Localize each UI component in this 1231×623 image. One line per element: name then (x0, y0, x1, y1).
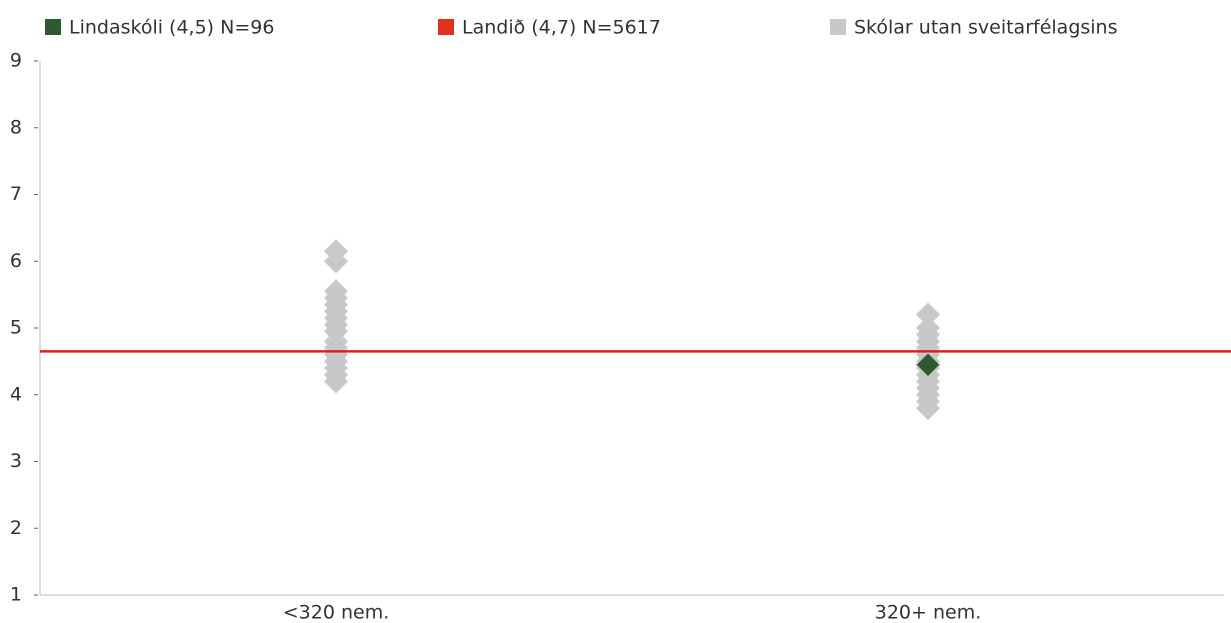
x-tick-label: 320+ nem. (875, 602, 982, 623)
x-tick-label: <320 nem. (283, 602, 390, 623)
y-tick-label: 2 (10, 517, 22, 539)
y-tick-label: 4 (10, 383, 22, 405)
legend-label: Skólar utan sveitarfélagsins (854, 17, 1118, 39)
y-tick-label: 7 (10, 183, 22, 205)
y-tick-label: 6 (10, 250, 22, 272)
point (324, 249, 348, 274)
highlight-point (915, 352, 941, 378)
point (916, 396, 940, 421)
legend-swatch (830, 19, 846, 35)
legend-label: Lindaskóli (4,5) N=96 (69, 17, 274, 39)
point (324, 369, 348, 394)
legend-swatch (438, 19, 454, 35)
y-tick-label: 1 (10, 584, 22, 606)
legend-swatch (45, 19, 61, 35)
y-tick-label: 5 (10, 317, 22, 339)
point (916, 302, 940, 327)
y-tick-label: 8 (10, 116, 22, 138)
legend-label: Landið (4,7) N=5617 (462, 17, 661, 39)
y-tick-label: 9 (10, 50, 22, 72)
y-tick-label: 3 (10, 450, 22, 472)
